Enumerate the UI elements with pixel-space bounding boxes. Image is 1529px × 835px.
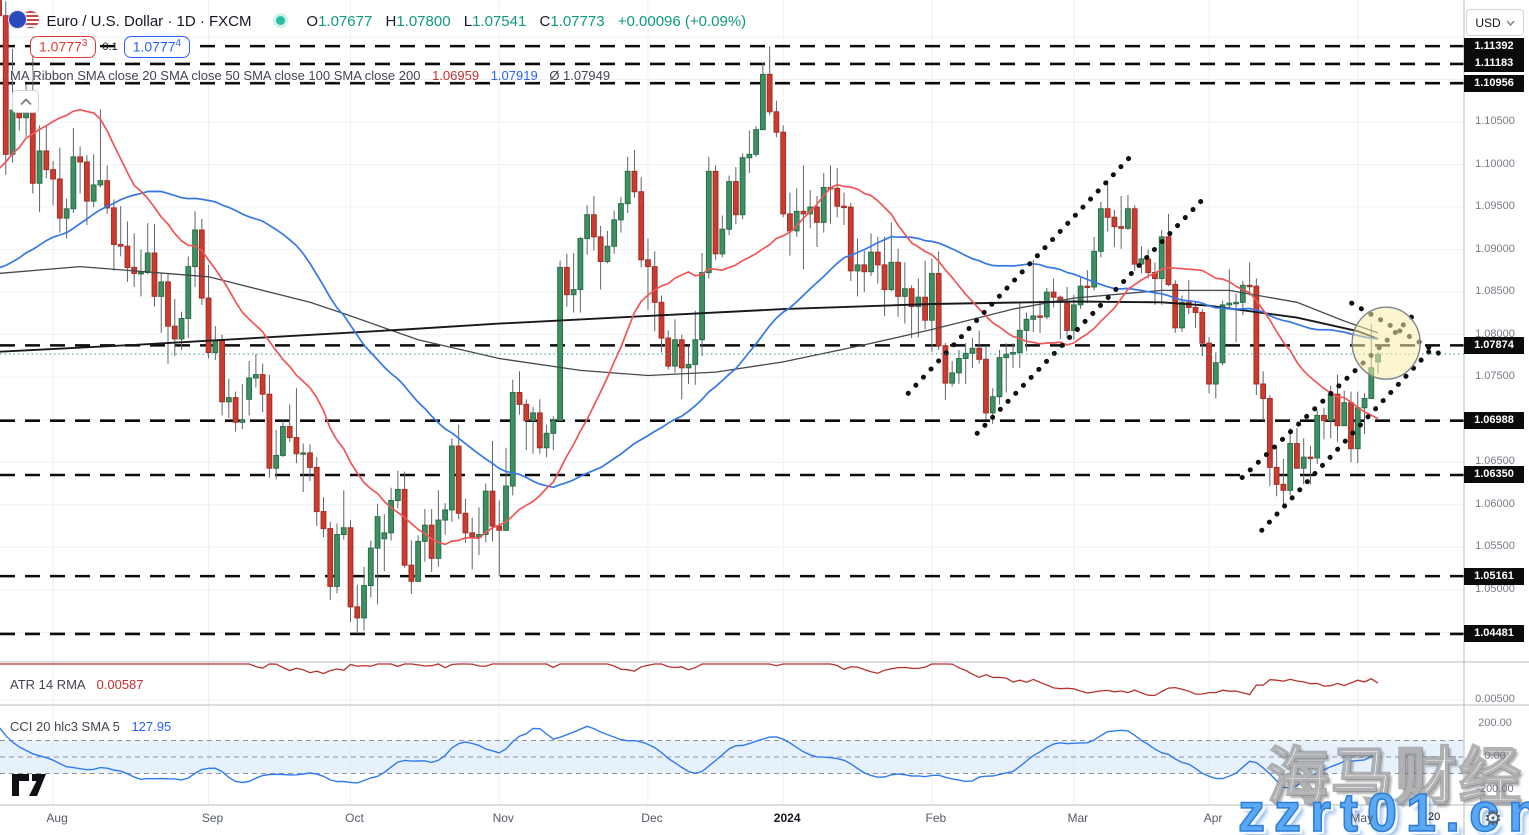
currency-unit-button[interactable]: USD [1466,9,1524,36]
chevron-up-icon [19,97,32,105]
brand-watermark: 海马财经 [1266,742,1523,813]
atr-label: ATR 14 RMA [10,677,85,692]
time-axis-label: Dec [641,811,663,825]
low-key: L [463,13,473,30]
price-level-badge: 1.11392 [1464,37,1524,55]
highlight-circle [1351,306,1421,380]
atr-value: 0.00587 [96,677,144,692]
sma50-value: 1.07919 [490,68,538,83]
low-value: 1.07541 [472,13,527,30]
eu-flag-icon [8,10,27,29]
price-axis-label: 1.08000 [1475,327,1515,340]
axis-misc-label: 20 [1428,811,1441,823]
time-axis-label: Mar [1067,811,1089,825]
time-axis-label: Oct [345,811,364,825]
price-axis-label: 1.10500 [1475,115,1515,127]
site-watermark: zzrt01.cn [1237,782,1529,835]
price-level-badge: 1.06350 [1464,466,1524,484]
cci-line [0,725,1379,789]
candles-series [0,0,1381,635]
ma-ribbon-label: MA Ribbon SMA close 20 SMA close 50 SMA … [10,68,421,83]
time-axis-label: Apr [1203,811,1223,825]
bid-ask-row: 1.07773 0.1 1.07774 [30,36,191,58]
time-axis-label: Sep [201,811,224,825]
cci-label: CCI 20 hlc3 SMA 5 [10,719,120,734]
time-axis-label: Feb [925,811,947,825]
price-axis-label: 1.08500 [1475,285,1515,298]
sma20-value: 1.06959 [432,68,480,83]
atr-legend[interactable]: ATR 14 RMA 0.00587 [10,677,144,692]
cci-value: 127.95 [131,719,172,734]
ask-price-button[interactable]: 1.07774 [123,36,191,58]
cci-axis-label: 200.00 [1478,717,1512,729]
time-axis-label: May [1350,811,1374,825]
trendline-dotted [905,150,1136,396]
price-axis-label: 1.05500 [1475,540,1515,553]
change-value: +0.00096 (+0.09%) [617,13,747,30]
price-level-badge: 1.04481 [1464,625,1524,643]
price-level-badge: 1.07874 [1464,336,1524,354]
atr-axis-label: 0.00500 [1475,693,1515,705]
price-axis-label: 1.06500 [1475,455,1515,468]
sma-average-value: Ø 1.07949 [549,68,611,83]
symbol-title[interactable]: Euro / U.S. Dollar · 1D · FXCM [46,13,252,30]
symbol-header: Euro / U.S. Dollar · 1D · FXCM O1.07677 … [8,10,746,31]
time-axis-label: Nov [492,811,514,825]
time-axis-label: Aug [46,811,68,825]
cci-axis-label: -200.00 [1476,783,1514,795]
price-axis-label: 1.05000 [1475,582,1515,595]
sma200-line [0,300,1379,353]
trendline-dotted [1259,341,1439,533]
currency-label: USD [1475,15,1501,30]
price-level-badge: 1.10956 [1464,74,1524,92]
pair-flags-icon [8,10,42,30]
market-status-dot-icon[interactable] [275,16,285,25]
price-axis-label: 1.09500 [1475,200,1515,213]
price-axis-label: 1.07500 [1475,370,1515,383]
tradingview-logo[interactable] [12,774,48,805]
cci-axis-label: 0.00 [1484,750,1506,762]
open-key: O [306,13,319,30]
sma50-line [0,190,1379,489]
ohlc-values: O1.07677 H1.07800 L1.07541 C1.07773 +0.0… [297,13,746,30]
chevron-down-icon [1506,20,1515,26]
spread-label: 0.1 [102,40,118,53]
price-axis-label: 1.09000 [1475,242,1515,255]
price-axis-label: 1.06000 [1475,497,1515,510]
cci-legend[interactable]: CCI 20 hlc3 SMA 5 127.95 [10,719,171,734]
price-axis-label: 1.10000 [1475,157,1515,170]
price-level-badge: 1.05161 [1464,567,1524,585]
time-axis-label: 2024 [773,811,801,825]
bid-price-button[interactable]: 1.07773 [30,36,97,58]
ma-ribbon-legend[interactable]: MA Ribbon SMA close 20 SMA close 50 SMA … [10,68,610,83]
price-level-badge: 1.11183 [1464,55,1524,73]
sma100-line [0,265,1379,377]
sma20-line [0,108,1379,546]
price-level-badge: 1.06988 [1464,412,1524,430]
close-key: C [539,13,551,30]
high-value: 1.07800 [396,13,451,30]
high-key: H [385,13,397,30]
atr-line [0,663,1379,697]
trendline-dotted [974,191,1211,436]
collapse-legend-button[interactable] [12,90,39,113]
gear-icon[interactable]: ⚙ [1478,805,1508,832]
open-value: 1.07677 [318,13,373,30]
close-value: 1.07773 [550,13,605,30]
